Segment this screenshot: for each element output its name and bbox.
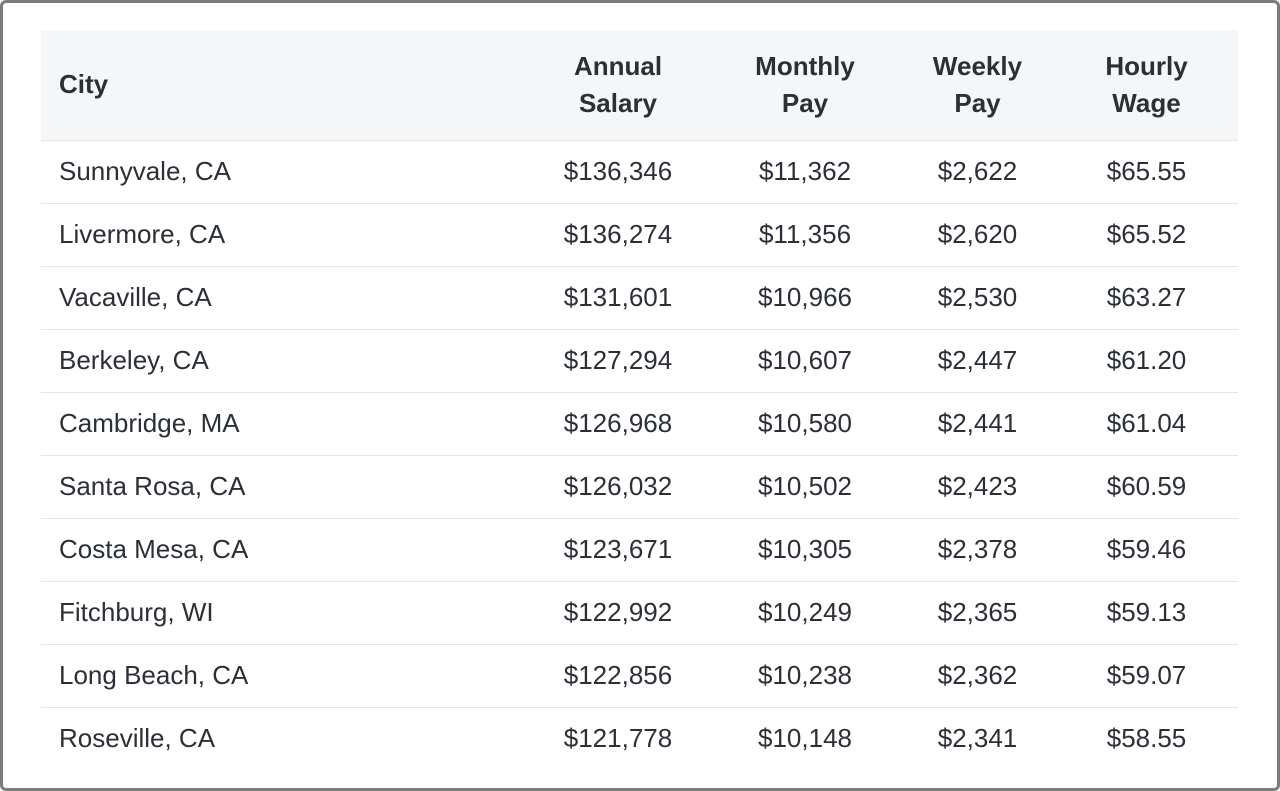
table-row: Costa Mesa, CA $123,671 $10,305 $2,378 $… xyxy=(41,518,1238,581)
table-row: Sunnyvale, CA $136,346 $11,362 $2,622 $6… xyxy=(41,140,1238,203)
table-row: Fitchburg, WI $122,992 $10,249 $2,365 $5… xyxy=(41,581,1238,644)
table-body: Sunnyvale, CA $136,346 $11,362 $2,622 $6… xyxy=(41,140,1238,770)
cell-monthly-pay: $10,966 xyxy=(758,282,852,312)
cell-city: Vacaville, CA xyxy=(59,282,212,312)
cell-weekly-pay: $2,423 xyxy=(937,471,1018,501)
header-weekly-line1: Weekly xyxy=(932,50,1023,81)
cell-monthly-pay: $10,502 xyxy=(758,471,852,501)
cell-hourly-wage: $65.52 xyxy=(1106,219,1187,249)
table-row: Santa Rosa, CA $126,032 $10,502 $2,423 $… xyxy=(41,455,1238,518)
table-header: City Annual Salary Monthly Pay Weekly Pay H… xyxy=(41,30,1238,141)
cell-weekly-pay: $2,365 xyxy=(937,597,1018,627)
cell-monthly-pay: $11,362 xyxy=(758,156,852,186)
cell-city: Sunnyvale, CA xyxy=(59,156,231,186)
header-monthly-line1: Monthly xyxy=(755,50,855,81)
cell-hourly-wage: $60.59 xyxy=(1106,471,1187,501)
cell-monthly-pay: $10,607 xyxy=(758,345,852,375)
cell-weekly-pay: $2,441 xyxy=(937,408,1018,438)
cell-city: Roseville, CA xyxy=(59,723,216,754)
cell-annual-salary: $123,671 xyxy=(563,534,673,564)
cell-annual-salary: $126,032 xyxy=(563,471,673,501)
cell-hourly-wage: $59.13 xyxy=(1106,597,1187,627)
cell-hourly-wage: $63.27 xyxy=(1106,282,1187,312)
cell-weekly-pay: $2,378 xyxy=(937,534,1018,564)
cell-monthly-pay: $10,249 xyxy=(758,597,852,627)
cell-city: Costa Mesa, CA xyxy=(59,534,249,564)
cell-weekly-pay: $2,341 xyxy=(937,723,1018,754)
cell-hourly-wage: $58.55 xyxy=(1106,723,1187,754)
salary-table: City Annual Salary Monthly Pay Weekly Pay H… xyxy=(41,30,1238,770)
cell-city: Cambridge, MA xyxy=(59,408,240,438)
cell-weekly-pay: $2,447 xyxy=(937,345,1018,375)
cell-annual-salary: $122,992 xyxy=(563,597,673,627)
table-row: Livermore, CA $136,274 $11,356 $2,620 $6… xyxy=(41,203,1238,266)
cell-hourly-wage: $59.07 xyxy=(1106,660,1187,690)
cell-city: Berkeley, CA xyxy=(59,345,209,375)
cell-annual-salary: $131,601 xyxy=(563,282,673,312)
cell-monthly-pay: $10,148 xyxy=(758,723,852,754)
table-row: Cambridge, MA $126,968 $10,580 $2,441 $6… xyxy=(41,392,1238,455)
cell-city: Fitchburg, WI xyxy=(59,597,214,627)
header-row: City Annual Salary Monthly Pay Weekly Pay H… xyxy=(41,30,1238,141)
cell-monthly-pay: $10,305 xyxy=(758,534,852,564)
header-weekly-pay: Weekly Pay xyxy=(900,30,1055,141)
cell-monthly-pay: $11,356 xyxy=(758,219,852,249)
header-annual-line1: Annual xyxy=(573,50,663,81)
cell-hourly-wage: $61.04 xyxy=(1106,408,1187,438)
header-hourly-wage: Hourly Wage xyxy=(1055,30,1238,141)
cell-annual-salary: $136,274 xyxy=(563,219,673,249)
cell-city: Long Beach, CA xyxy=(59,660,249,690)
cell-city: Santa Rosa, CA xyxy=(59,471,246,501)
header-monthly-pay: Monthly Pay xyxy=(710,30,900,141)
cell-hourly-wage: $59.46 xyxy=(1106,534,1187,564)
cell-weekly-pay: $2,530 xyxy=(937,282,1018,312)
header-city-label: City xyxy=(59,69,109,100)
header-hourly-line2: Wage xyxy=(1112,87,1181,118)
cell-city: Livermore, CA xyxy=(59,219,226,249)
cell-hourly-wage: $61.20 xyxy=(1106,345,1187,375)
header-monthly-line2: Pay xyxy=(781,87,829,118)
cell-annual-salary: $136,346 xyxy=(563,156,673,186)
cell-weekly-pay: $2,622 xyxy=(937,156,1018,186)
table-row: Vacaville, CA $131,601 $10,966 $2,530 $6… xyxy=(41,266,1238,329)
header-annual-line2: Salary xyxy=(578,87,658,118)
header-weekly-line2: Pay xyxy=(954,87,1001,118)
cell-weekly-pay: $2,362 xyxy=(937,660,1018,690)
header-annual-salary: Annual Salary xyxy=(526,30,710,141)
cell-monthly-pay: $10,580 xyxy=(758,408,852,438)
cell-weekly-pay: $2,620 xyxy=(937,219,1018,249)
table-row: Roseville, CA $121,778 $10,148 $2,341 $5… xyxy=(41,707,1238,770)
cell-annual-salary: $122,856 xyxy=(563,660,673,690)
header-city: City xyxy=(41,30,526,141)
table-row: Long Beach, CA $122,856 $10,238 $2,362 $… xyxy=(41,644,1238,707)
header-hourly-line1: Hourly xyxy=(1105,50,1188,81)
salary-table-container: City Annual Salary Monthly Pay Weekly Pay H… xyxy=(41,30,1238,770)
cell-annual-salary: $126,968 xyxy=(563,408,673,438)
cell-annual-salary: $127,294 xyxy=(563,345,673,375)
cell-monthly-pay: $10,238 xyxy=(758,660,852,690)
cell-hourly-wage: $65.55 xyxy=(1106,156,1187,186)
cell-annual-salary: $121,778 xyxy=(563,723,673,754)
table-row: Berkeley, CA $127,294 $10,607 $2,447 $61… xyxy=(41,329,1238,392)
